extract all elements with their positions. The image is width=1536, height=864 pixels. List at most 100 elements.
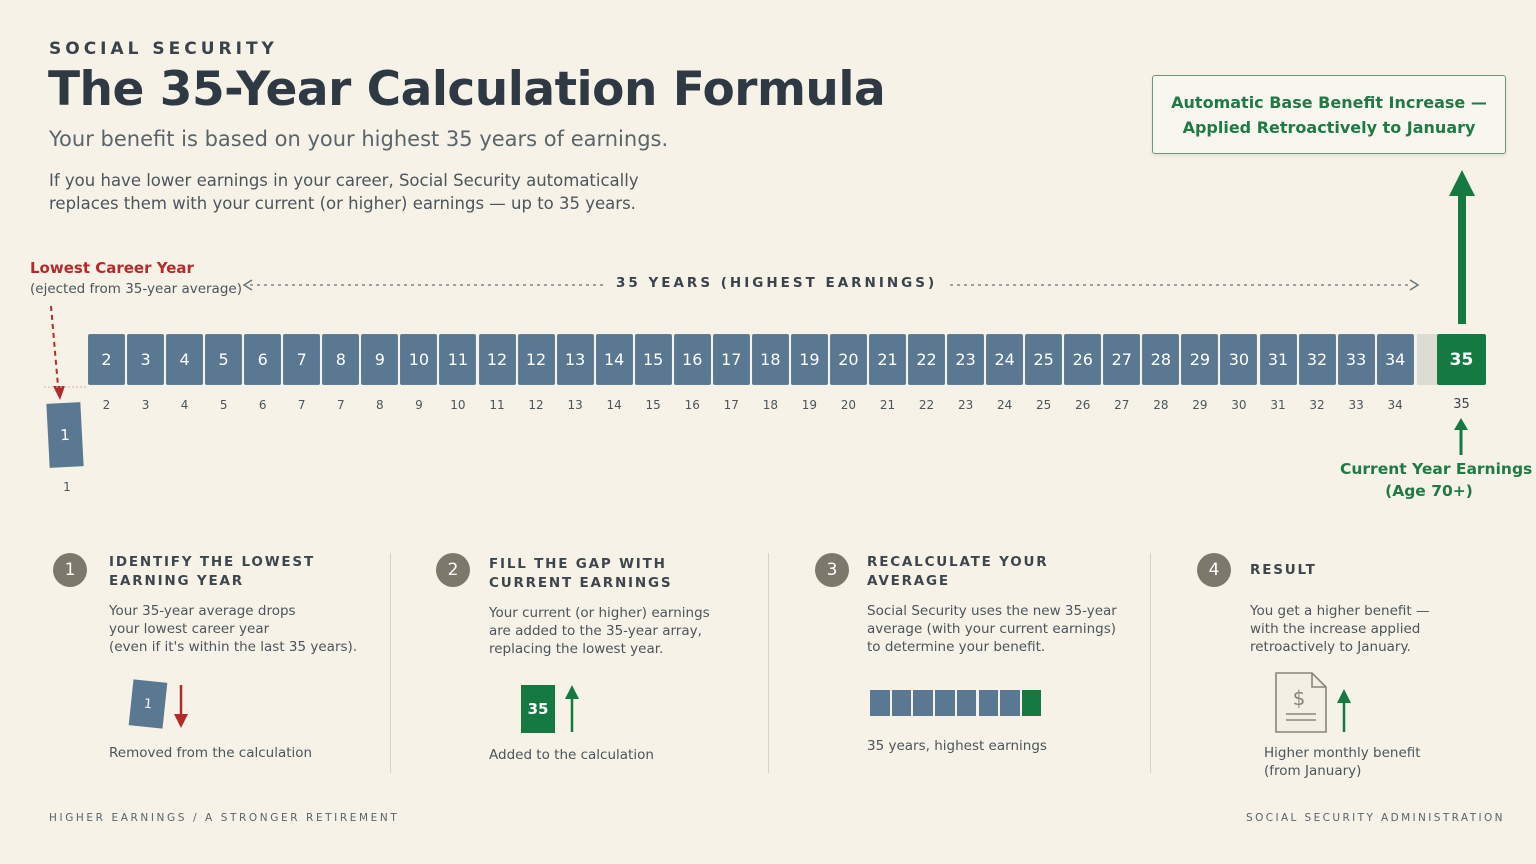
year-box: 12 (478, 334, 516, 385)
year-box: 30 (1220, 334, 1258, 385)
year-box: 11 (439, 334, 477, 385)
page-subtitle: Your benefit is based on your highest 35… (49, 127, 669, 151)
current-year-label-line: Current Year Earnings (1340, 460, 1533, 478)
step-title-line: RECALCULATE YOUR (867, 554, 1049, 570)
year-box: 18 (751, 334, 789, 385)
step-caption-line: 35 years, highest earnings (867, 738, 1047, 754)
year-box: 33 (1337, 334, 1375, 385)
year-tick-label: 25 (1036, 398, 1052, 412)
year-box: 20 (829, 334, 867, 385)
year-tick-label: 12 (528, 398, 544, 412)
year-box: 2 (88, 334, 125, 385)
step-divider (768, 553, 769, 773)
step-title-line: RESULT (1250, 562, 1317, 578)
step-text-line: to determine your benefit. (867, 639, 1046, 655)
step-1-title: IDENTIFY THE LOWEST EARNING YEAR (109, 553, 315, 591)
benefit-arrow-icon (1337, 689, 1351, 703)
mini-year-block (913, 690, 933, 716)
step-divider (390, 553, 391, 773)
step-2-title: FILL THE GAP WITH CURRENT EARNINGS (489, 555, 672, 593)
year-tick-label: 34 (1387, 398, 1403, 412)
step-text-line: replacing the lowest year. (489, 641, 664, 657)
step-1-caption: Removed from the calculation (109, 744, 312, 762)
step-title-line: IDENTIFY THE LOWEST (109, 554, 315, 570)
step-4-caption: Higher monthly benefit (from January) (1264, 744, 1421, 780)
lowest-year-sublabel: (ejected from 35-year average) (30, 281, 242, 297)
year-tick-label: 4 (180, 398, 189, 412)
current-arrow-icon (1454, 418, 1468, 430)
step-4-title: RESULT (1250, 561, 1317, 580)
year-box: 8 (322, 334, 360, 385)
step-text-line: your lowest career year (109, 621, 270, 637)
added-year-mini-box: 35 (521, 685, 555, 733)
step-text-line: You get a higher benefit — (1250, 603, 1430, 619)
benefit-document-icon: $ (1275, 672, 1327, 733)
current-year-label-line: (Age 70+) (1385, 482, 1473, 500)
step-caption-line: Added to the calculation (489, 747, 654, 763)
year-box: 26 (1064, 334, 1102, 385)
step-2-caption: Added to the calculation (489, 746, 654, 764)
gap-slot (1417, 334, 1437, 385)
year-tick-label: 2 (102, 398, 111, 412)
year-tick-label: 15 (645, 398, 661, 412)
year-tick-label: 17 (723, 398, 739, 412)
year-box: 19 (790, 334, 828, 385)
step-divider (1150, 553, 1151, 773)
mini-year-block (870, 690, 890, 716)
year-tick-label: 31 (1270, 398, 1286, 412)
step-1-number: 1 (53, 553, 87, 587)
step-text-line: (even if it's within the last 35 years). (109, 639, 358, 655)
step-title-line: CURRENT EARNINGS (489, 575, 673, 591)
mini-year-block (978, 690, 998, 716)
year-box: 34 (1376, 334, 1414, 385)
span-arrow-right-icon (1409, 279, 1420, 291)
svg-text:$: $ (1293, 686, 1306, 710)
year-box: 21 (869, 334, 906, 385)
year-tick-label: 21 (879, 398, 896, 412)
step-text-line: Your 35-year average drops (109, 603, 296, 619)
year-tick-label: 23 (957, 398, 974, 412)
footer-tagline: HIGHER EARNINGS / A STRONGER RETIREMENT (49, 812, 400, 824)
step-2-number: 2 (436, 553, 470, 587)
year-tick-label: 14 (606, 398, 622, 412)
year-tick-label: 19 (801, 398, 818, 412)
year-tick-label: 20 (840, 398, 857, 412)
step-title-line: AVERAGE (867, 573, 950, 589)
step-3-caption: 35 years, highest earnings (867, 737, 1047, 755)
added-arrow-icon (565, 685, 579, 699)
year-box: 16 (673, 334, 711, 385)
year-box: 4 (166, 334, 204, 385)
step-caption-line: (from January) (1264, 763, 1362, 779)
page-description: If you have lower earnings in your caree… (49, 169, 689, 215)
step-1-text: Your 35-year average drops your lowest c… (109, 602, 357, 656)
year-tick-label: 28 (1153, 398, 1169, 412)
year-tick-label: 7 (297, 398, 306, 412)
year-tick-label: 6 (258, 398, 267, 412)
increase-arrow-icon (1449, 170, 1475, 196)
step-title-line: EARNING YEAR (109, 573, 244, 589)
step-4-number: 4 (1197, 553, 1231, 587)
current-year-label: Current Year Earnings (Age 70+) (1340, 458, 1533, 502)
year-box: 3 (127, 334, 165, 385)
year-tick-label: 18 (762, 398, 778, 412)
page-title: The 35-Year Calculation Formula (48, 62, 886, 117)
span-label: 35 YEARS (HIGHEST EARNINGS) (606, 275, 948, 291)
step-4-text: You get a higher benefit — with the incr… (1250, 602, 1430, 656)
year-box: 24 (986, 334, 1024, 385)
year-box: 13 (556, 334, 594, 385)
mini-year-block (891, 690, 912, 716)
step-text-line: Social Security uses the new 35-year (867, 603, 1117, 619)
year-tick-label: 8 (376, 398, 384, 412)
step-2-text: Your current (or higher) earnings are ad… (489, 604, 710, 658)
year-tick-label: 24 (997, 398, 1013, 412)
benefit-increase-callout: Automatic Base Benefit Increase — Applie… (1152, 75, 1506, 154)
eject-arrow-icon (53, 386, 65, 400)
footer-agency: SOCIAL SECURITY ADMINISTRATION (1246, 812, 1505, 824)
removed-year-mini-box: 1 (128, 679, 168, 729)
year-tick-label: 16 (684, 398, 700, 412)
eyebrow: SOCIAL SECURITY (49, 39, 278, 59)
year-tick-label: 27 (1114, 398, 1130, 412)
year-tick-label: 3 (141, 398, 150, 412)
year-box: 9 (361, 334, 399, 385)
year-tick-label: 11 (489, 398, 505, 412)
